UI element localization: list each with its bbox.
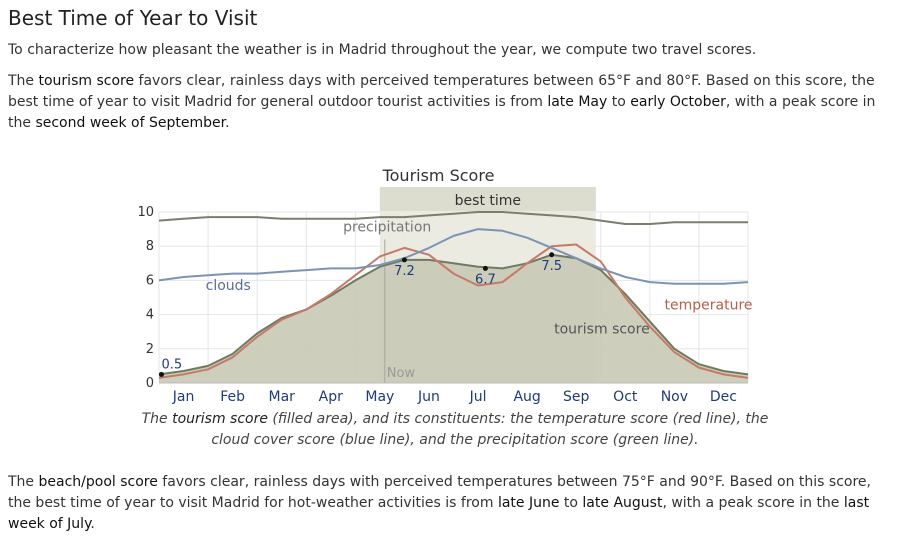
y-tick-label: 2 (146, 342, 154, 357)
tourism-peak: second week of September (35, 115, 226, 131)
tourism-text-5: . (225, 115, 230, 131)
tourism-paragraph: The tourism score favors clear, rainless… (8, 71, 898, 134)
beach-text-3: to (559, 495, 583, 511)
month-label: May (365, 389, 394, 405)
tourism-score-line (158, 253, 749, 376)
y-tick-label: 10 (137, 205, 154, 220)
intro-paragraph: To characterize how pleasant the weather… (8, 42, 757, 58)
best-time-label: best time (455, 193, 521, 209)
y-tick-label: 0 (146, 376, 154, 391)
month-label: Aug (513, 389, 540, 405)
score-point-label: 0.5 (161, 357, 182, 372)
beach-text-5: . (90, 516, 95, 532)
month-label: Jul (469, 389, 487, 405)
now-label: Now (387, 366, 416, 381)
series-label: precipitation (343, 220, 431, 236)
caption-text-1: The (141, 411, 173, 427)
tourism-text-3: to (607, 94, 631, 110)
y-tick-label: 6 (146, 273, 154, 288)
y-tick-label: 4 (146, 308, 154, 323)
tourism-text-4: , with a peak score in the (8, 94, 876, 131)
month-label: Mar (268, 389, 295, 405)
month-label: Nov (661, 389, 688, 405)
beach-start: late June (497, 495, 560, 511)
chart-caption: The tourism score (filled area), and its… (130, 409, 780, 451)
clouds-line (158, 228, 749, 285)
beach-score-term: beach/pool score (38, 474, 158, 490)
score-point (549, 252, 555, 258)
month-label: Dec (710, 389, 737, 405)
score-point (482, 265, 488, 271)
tourism-text-1: The (8, 73, 39, 89)
beach-paragraph: The beach/pool score favors clear, rainl… (8, 472, 898, 535)
series-label: tourism score (554, 321, 650, 337)
page-title: Best Time of Year to Visit (8, 6, 258, 30)
month-label: Oct (613, 389, 638, 405)
beach-text-2: favors clear, rainless days with perceiv… (8, 474, 871, 511)
beach-peak: last week of July (8, 495, 870, 532)
best-time-header (379, 187, 596, 211)
month-label: Jun (417, 389, 440, 405)
tourism-score-area (159, 254, 748, 383)
series-label: temperature (665, 297, 753, 313)
tourism-end: early October (630, 94, 726, 110)
caption-term: tourism score (172, 411, 268, 427)
score-point (401, 257, 407, 263)
caption-text-2: (filled area), and its constituents: the… (211, 411, 769, 448)
chart-title: Tourism Score (382, 166, 495, 185)
month-label: Sep (563, 389, 590, 405)
tourism-score-term: tourism score (38, 73, 135, 89)
tourism-text-2: favors clear, rainless days with perceiv… (8, 73, 875, 110)
score-point-label: 7.2 (394, 264, 415, 279)
beach-text-1: The (8, 474, 39, 490)
y-tick-label: 8 (146, 239, 154, 254)
month-label: Apr (319, 389, 343, 405)
score-point (158, 371, 164, 377)
precipitation-line (158, 211, 748, 225)
tourism-score-chart: best time Tourism Score 0 2 4 6 8 10 Now Jan Feb Ma… (137, 166, 753, 405)
beach-text-4: , with a peak score in the (662, 495, 844, 511)
score-point-label: 7.5 (541, 259, 562, 274)
month-label: Jan (172, 389, 195, 405)
month-label: Feb (220, 389, 245, 405)
tourism-start: late May (547, 94, 608, 110)
temperature-line (158, 243, 749, 379)
score-point-label: 6.7 (475, 272, 496, 287)
series-label: clouds (206, 278, 251, 294)
beach-end: late August (582, 495, 663, 511)
